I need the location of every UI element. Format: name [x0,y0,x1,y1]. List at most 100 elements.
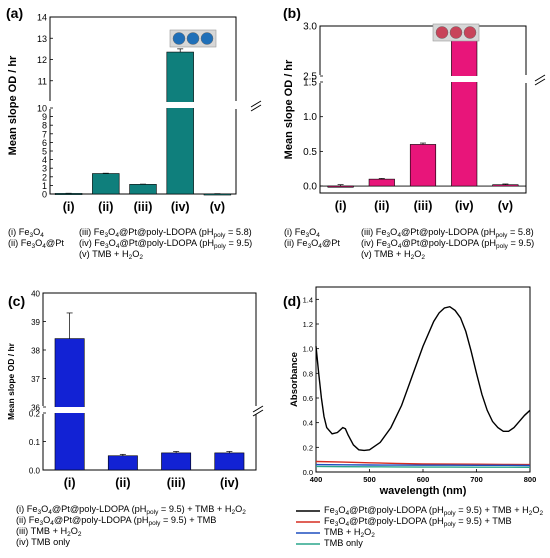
y-tick-label: 38 [31,347,40,356]
x-tick-label: 500 [363,475,376,484]
legend-item: (v) TMB + H2O2 [361,249,426,261]
plot-frame [315,286,531,473]
y-tick-label: 13 [37,34,47,44]
axis-break-band [321,76,525,82]
category-label: (iii) [167,476,186,490]
axis-break-gap [524,75,528,83]
y-axis-label: Mean slope OD / hr [283,59,295,159]
legend-item: (ii) Fe3O4@Pt [284,238,340,250]
y-tick-label: 0.0 [303,182,317,193]
category-label: (i) [335,199,347,213]
y-tick-label: 1.0 [303,112,317,123]
y-tick-label: 11 [38,76,47,86]
axis-break-band [44,407,255,413]
bar [368,178,395,187]
y-tick-label: 7 [42,129,47,139]
axis-break-mark [250,104,262,112]
legend-item: TMB + H2O2 [324,527,375,539]
category-label: (ii) [115,476,130,490]
y-tick-label: 8 [42,121,47,131]
plot-frame [319,25,527,194]
vial-well [186,32,200,45]
legend-item: (iv) Fe3O4@Pt@poly-LDOPA (pHpoly = 9.5) [79,238,253,250]
y-tick-label: 9 [42,112,47,122]
legend-item: TMB only [324,538,363,548]
y-axis-label: Mean slope OD / hr [6,342,16,420]
legend-item: Fe3O4@Pt@poly-LDOPA (pHpoly = 9.5) + TMB [324,516,512,528]
category-label: (ii) [98,200,113,214]
axis-break-gap [48,101,52,109]
y-axis-label: Mean slope OD / hr [7,55,19,155]
y-tick-label: 0.8 [303,369,313,378]
legend-item: (iii) TMB + H2O2 [16,526,82,538]
bar [214,452,245,471]
axis-break-mark [250,100,262,108]
axis-break-mark [252,409,264,417]
legend-item: (v) TMB + H2O2 [79,249,144,261]
category-label: (iii) [134,200,153,214]
axis-break-mark [252,405,264,413]
y-tick-label: 1.2 [303,320,313,329]
category-label: (i) [63,200,75,214]
y-tick-label: 3 [42,164,47,174]
vial-well [449,26,463,39]
series-line [315,463,531,467]
y-tick-label: 0 [42,190,47,200]
legend-item: (ii) Fe3O4@Pt@poly-LDOPA (pHpoly = 9.5) … [16,515,217,527]
bar [166,51,194,195]
x-tick-label: 800 [524,475,537,484]
legend-item: (i) Fe3O4 [8,227,44,239]
axis-break-mark [534,74,546,82]
y-tick-label: 14 [37,13,47,23]
panel-label: (a) [6,5,23,21]
legend-item: (iv) TMB only [16,537,70,547]
y-tick-label: 0.5 [303,147,317,158]
plot-frame [42,292,257,471]
axis-break-gap [234,101,238,109]
panel-label: (d) [283,293,301,309]
bar [92,173,120,195]
bar [451,35,478,187]
category-label: (iv) [455,199,474,213]
series-line [315,465,531,468]
legend-item: (ii) Fe3O4@Pt [8,238,64,250]
y-tick-label: 0.1 [29,438,41,447]
vial-well [200,32,214,45]
y-tick-label: 5 [42,147,47,157]
category-label: (v) [498,199,513,213]
legend-item: (i) Fe3O4@Pt@poly-LDOPA (pHpoly = 9.5) +… [16,504,246,516]
bar [129,184,157,195]
vial-well [463,26,477,39]
legend-item: (iii) Fe3O4@Pt@poly-LDOPA (pHpoly = 5.8) [79,227,252,239]
y-axis-label: Absorbance [289,352,300,407]
bar [54,193,83,195]
x-tick-label: 600 [417,475,430,484]
y-tick-label: 36 [31,404,40,413]
category-label: (iv) [171,200,190,214]
series-line [315,460,531,466]
y-tick-label: 0.0 [29,467,41,476]
y-tick-label: 2.5 [303,72,317,83]
bar [54,338,85,471]
y-tick-label: 40 [31,290,40,299]
y-tick-label: 39 [31,318,40,327]
axis-break-gap [318,75,322,83]
y-tick-label: 0.6 [303,394,313,403]
legend-item: (iii) Fe3O4@Pt@poly-LDOPA (pHpoly = 5.8) [361,227,534,239]
y-tick-label: 1.4 [303,295,313,304]
panel-label: (b) [283,5,301,21]
y-tick-label: 6 [42,138,47,148]
y-tick-label: 0.0 [303,468,313,477]
x-tick-label: 400 [310,475,323,484]
bar [203,193,232,196]
legend-item: Fe3O4@Pt@poly-LDOPA (pHpoly = 9.5) + TMB… [324,505,544,517]
series-line [315,305,531,452]
y-tick-label: 0.2 [303,443,313,452]
bar [107,455,138,471]
y-tick-label: 2 [42,172,47,182]
bar [327,185,354,188]
bar [492,184,519,187]
panel-label: (c) [8,293,25,309]
axis-break-mark [534,78,546,86]
